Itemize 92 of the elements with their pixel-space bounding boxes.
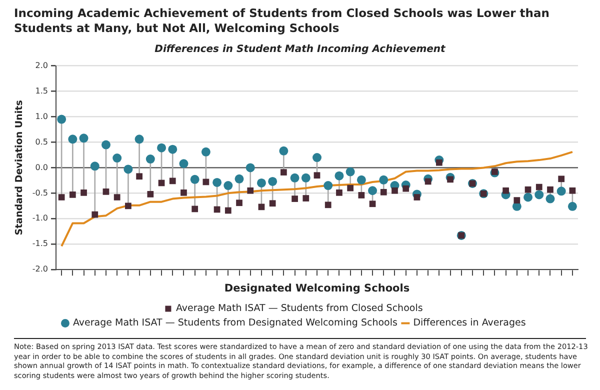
point <box>157 143 166 152</box>
point <box>334 171 344 180</box>
point <box>380 188 387 196</box>
point <box>246 163 255 172</box>
chart-title: Incoming Academic Achievement of Students from Closed Schools was Lower than Students at Many, but Not All, Welcoming Schools <box>14 6 550 36</box>
point <box>180 189 187 196</box>
point <box>247 187 254 194</box>
point <box>179 159 188 168</box>
point <box>68 134 78 144</box>
point <box>524 192 533 202</box>
point <box>280 169 287 176</box>
point <box>124 164 133 174</box>
point <box>292 196 298 202</box>
point <box>368 186 378 196</box>
point <box>234 174 244 184</box>
point <box>447 176 454 183</box>
point <box>224 207 232 214</box>
point <box>492 168 498 175</box>
point <box>201 147 210 156</box>
point <box>347 184 354 192</box>
point <box>379 175 388 184</box>
point <box>256 178 266 188</box>
y-tick-label: -1.0 <box>32 214 48 223</box>
point <box>556 186 566 196</box>
point <box>190 174 200 184</box>
point <box>268 176 278 186</box>
y-axis-title: Standard Deviation Units <box>14 100 26 236</box>
point <box>90 162 100 171</box>
point <box>79 134 88 143</box>
point <box>301 173 310 182</box>
point <box>102 188 110 195</box>
chart-subtitle: Differences in Student Math Incoming Achievement <box>154 44 446 55</box>
point <box>369 200 376 208</box>
point <box>312 153 322 162</box>
point <box>125 202 132 210</box>
point <box>134 134 144 144</box>
point <box>314 172 320 179</box>
point <box>558 176 565 182</box>
point <box>392 187 398 194</box>
point <box>146 154 155 164</box>
y-tick-label: -1.5 <box>32 239 48 248</box>
point <box>258 204 265 210</box>
point <box>224 181 233 190</box>
legend-label: Average Math ISAT — Students from Designated Welcoming Schools <box>72 318 398 329</box>
y-tick-label: 0.5 <box>35 137 48 146</box>
point <box>80 189 87 196</box>
point <box>269 200 276 207</box>
point <box>136 173 142 180</box>
point <box>536 184 542 190</box>
point <box>169 178 176 184</box>
point <box>92 211 98 218</box>
point <box>436 159 442 166</box>
y-tick-label: 0.0 <box>35 162 48 172</box>
point <box>69 192 76 198</box>
point <box>524 186 532 193</box>
point <box>547 186 554 193</box>
point <box>424 178 432 185</box>
point <box>168 144 178 154</box>
point <box>112 154 122 163</box>
point <box>502 187 509 194</box>
point <box>546 194 555 204</box>
y-tick-label: 2.0 <box>35 60 48 70</box>
point <box>514 197 520 204</box>
point <box>358 192 365 198</box>
y-tick-label: -0.5 <box>32 188 48 198</box>
point <box>279 146 288 156</box>
point <box>58 194 65 200</box>
point <box>114 194 120 200</box>
point <box>302 195 310 202</box>
legend-label: Differences in Averages <box>413 318 526 329</box>
point <box>236 200 242 206</box>
point <box>212 178 222 187</box>
point <box>534 190 544 200</box>
y-tick-label: 1.5 <box>35 86 48 96</box>
point <box>147 191 154 198</box>
point <box>346 167 355 176</box>
legend-label: Average Math ISAT — Students from Closed Schools <box>176 303 423 314</box>
x-axis-title: Designated Welcoming Schools <box>224 282 410 294</box>
point <box>324 181 333 190</box>
point <box>414 194 420 200</box>
point <box>568 202 577 211</box>
point <box>336 189 342 196</box>
point <box>101 140 110 150</box>
point <box>324 202 332 208</box>
point <box>57 114 66 124</box>
point <box>356 175 366 184</box>
y-tick-label: 1.0 <box>35 112 48 121</box>
point <box>569 187 576 194</box>
point <box>290 173 300 182</box>
y-tick-label: -2.0 <box>32 264 48 274</box>
point <box>192 206 198 212</box>
point <box>402 185 410 192</box>
